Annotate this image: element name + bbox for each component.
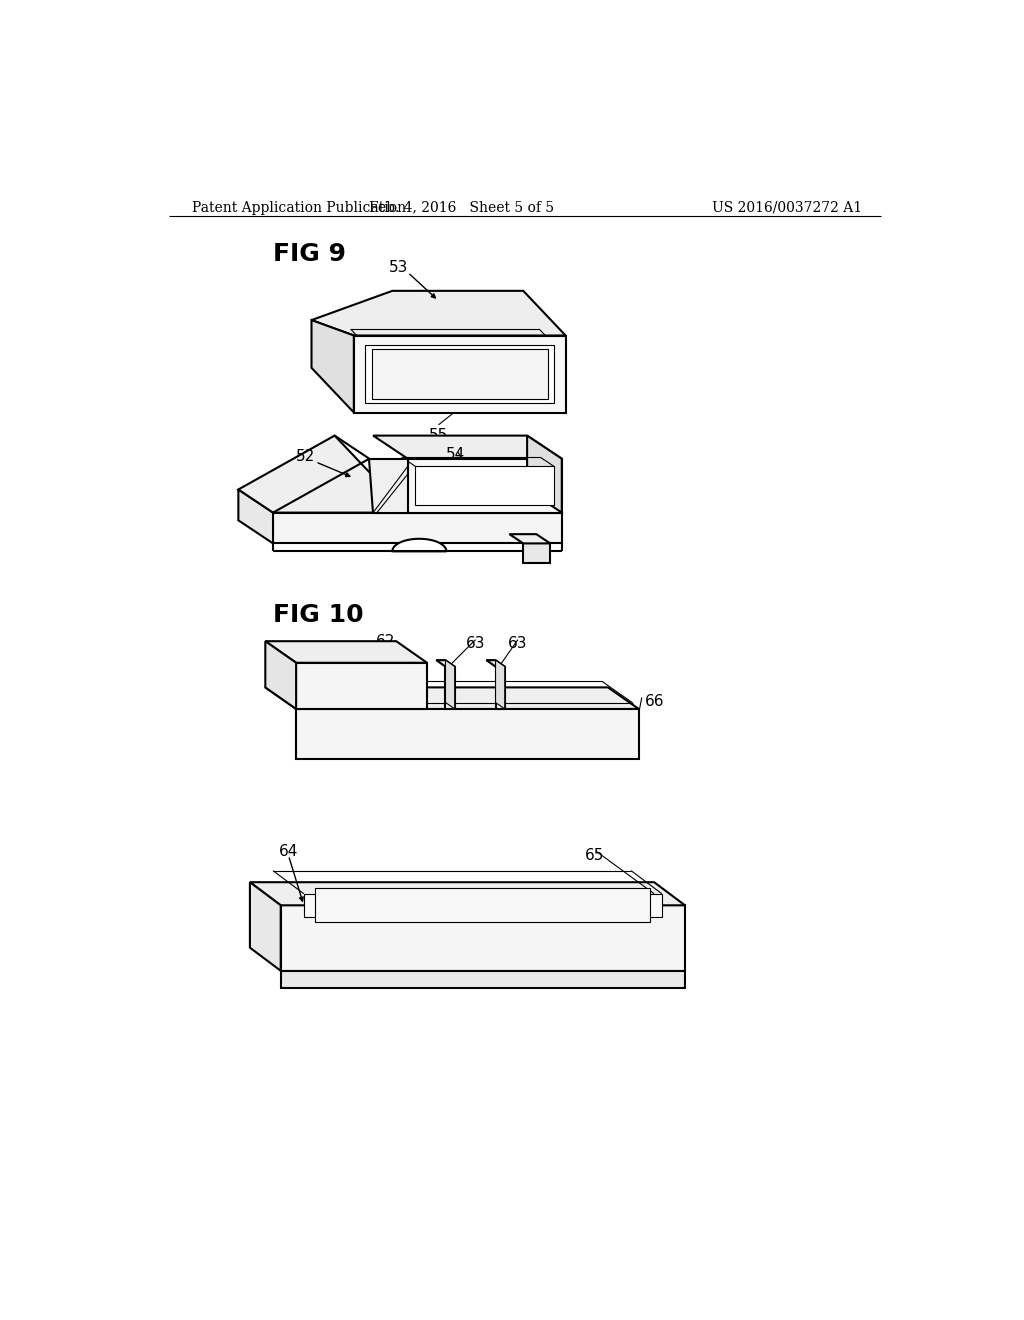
Text: 53: 53 <box>388 260 408 275</box>
Polygon shape <box>496 667 505 709</box>
Polygon shape <box>265 642 296 709</box>
Polygon shape <box>265 688 639 709</box>
Polygon shape <box>445 660 455 709</box>
Polygon shape <box>366 345 554 404</box>
Text: 63: 63 <box>508 636 527 651</box>
Polygon shape <box>436 660 455 667</box>
Text: 63: 63 <box>466 636 485 651</box>
Text: 55: 55 <box>429 428 447 444</box>
Text: 52: 52 <box>296 449 315 465</box>
Polygon shape <box>311 290 565 335</box>
Text: 64: 64 <box>279 843 298 859</box>
Polygon shape <box>281 970 685 987</box>
Text: 65: 65 <box>585 847 604 862</box>
Polygon shape <box>372 350 548 399</box>
Polygon shape <box>373 436 562 459</box>
Polygon shape <box>250 882 281 970</box>
Text: FIG 9: FIG 9 <box>273 242 346 265</box>
Text: FIG 10: FIG 10 <box>273 603 364 627</box>
Text: 54: 54 <box>446 447 466 462</box>
Polygon shape <box>239 490 273 544</box>
Polygon shape <box>445 667 455 709</box>
Polygon shape <box>354 335 565 412</box>
Polygon shape <box>265 642 427 663</box>
Polygon shape <box>239 490 562 512</box>
Text: 62: 62 <box>376 635 395 649</box>
Polygon shape <box>523 544 550 562</box>
Polygon shape <box>250 882 685 906</box>
Polygon shape <box>408 459 562 512</box>
Text: Patent Application Publication: Patent Application Publication <box>193 201 407 215</box>
Text: 66: 66 <box>645 693 665 709</box>
Polygon shape <box>370 459 408 512</box>
Polygon shape <box>527 436 562 512</box>
Polygon shape <box>509 535 550 544</box>
Polygon shape <box>239 436 408 512</box>
Polygon shape <box>296 709 639 759</box>
Polygon shape <box>296 663 427 709</box>
Text: US 2016/0037272 A1: US 2016/0037272 A1 <box>712 201 862 215</box>
Polygon shape <box>496 660 505 709</box>
Polygon shape <box>486 660 505 667</box>
Polygon shape <box>273 512 562 544</box>
Polygon shape <box>392 539 446 552</box>
Polygon shape <box>311 321 354 412</box>
Polygon shape <box>304 894 662 917</box>
Polygon shape <box>315 888 650 923</box>
Polygon shape <box>416 466 554 506</box>
Text: Feb. 4, 2016   Sheet 5 of 5: Feb. 4, 2016 Sheet 5 of 5 <box>369 201 554 215</box>
Polygon shape <box>281 906 685 970</box>
